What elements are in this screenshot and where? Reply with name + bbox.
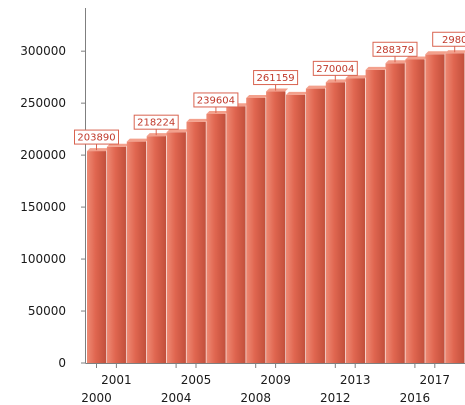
bar-top-face [87, 148, 109, 152]
data-label: 218224 [137, 118, 175, 129]
bar-body [246, 97, 266, 364]
bar-2003 [146, 133, 169, 363]
data-labels-layer: 203890 218224 239604 261159 270004 288379 2980 [74, 31, 465, 151]
bar-body [226, 106, 246, 363]
bar-2008 [246, 94, 269, 364]
bar-top-face [385, 60, 408, 64]
bar-2000 [87, 148, 109, 363]
x-tick-label-upper: 2017 [420, 373, 451, 387]
bar-2016 [405, 56, 428, 363]
bar-top-face [286, 91, 308, 95]
data-label: 2980 [442, 35, 465, 46]
data-label-box [74, 129, 119, 145]
bar-2002 [126, 138, 149, 363]
bar-top-face [365, 66, 388, 70]
x-tick-label-lower: 2004 [161, 391, 192, 405]
x-tick-label-lower: 2012 [320, 391, 351, 405]
bar-top-face [246, 94, 269, 98]
bar-2009 [266, 88, 289, 363]
bar-2001 [106, 143, 129, 363]
bar-body [405, 59, 425, 363]
y-tick-label: 50000 [28, 304, 66, 318]
axis-layer: 0 50000 100000 150000 200000 250000 300000 2001… [20, 8, 465, 405]
bar-top-face [166, 129, 189, 133]
data-label: 288379 [376, 45, 414, 56]
bar-body [146, 136, 166, 363]
bar-2010 [286, 91, 308, 363]
bar-body [286, 94, 305, 363]
data-label-2009: 261159 [253, 70, 299, 91]
data-label: 270004 [316, 64, 354, 75]
data-label: 239604 [197, 95, 235, 106]
bar-top-face [206, 110, 229, 114]
bar-body [166, 132, 186, 363]
bar-2005 [186, 118, 209, 364]
data-label-2000: 203890 [74, 129, 119, 151]
bar-body [425, 54, 445, 364]
bar-body [266, 91, 286, 363]
bar-top-face [186, 118, 209, 122]
bar-top-face [425, 51, 448, 55]
bar-2012 [325, 79, 348, 363]
bar-body [87, 151, 106, 363]
bar-top-face [266, 88, 289, 92]
data-label-2018: 2980 [432, 31, 465, 53]
bar-body [325, 82, 345, 363]
data-label-box [372, 41, 418, 57]
bar-2004 [166, 129, 189, 363]
data-label: 261159 [257, 73, 295, 84]
bar-top-face [305, 85, 328, 89]
x-tick-label-upper: 2009 [260, 373, 291, 387]
data-label-2003: 218224 [133, 114, 179, 136]
y-tick-label: 250000 [20, 96, 66, 110]
x-tick-label-upper: 2013 [340, 373, 371, 387]
x-tick-label-upper: 2001 [101, 373, 132, 387]
x-tick-label-upper: 2005 [181, 373, 212, 387]
y-tick-label: 150000 [20, 200, 66, 214]
bar-body [305, 88, 325, 363]
bar-top-face [126, 138, 149, 142]
bar-body [206, 113, 226, 363]
bar-body [365, 69, 385, 364]
bar-2014 [365, 66, 388, 364]
data-label-2015: 288379 [372, 41, 418, 63]
bar-body [186, 121, 206, 364]
bar-body [445, 53, 465, 363]
bar-top-face [325, 79, 348, 83]
bar-2013 [345, 75, 368, 364]
bar-top-face [345, 75, 368, 79]
bar-top-face [405, 56, 428, 60]
data-label-box [432, 31, 465, 47]
bar-top-face [146, 133, 169, 137]
bar-2006 [206, 110, 229, 363]
x-tick-label-lower: 2008 [240, 391, 271, 405]
data-label-box [253, 70, 299, 86]
x-tick-label-lower: 2000 [81, 391, 112, 405]
bar-2007 [226, 103, 249, 363]
y-tick-label: 0 [58, 356, 66, 370]
bar-2018 [445, 50, 465, 363]
y-tick-label: 300000 [20, 44, 66, 58]
data-label-box [133, 114, 179, 130]
bar-body [106, 146, 126, 363]
data-label-2012: 270004 [312, 60, 358, 82]
bar-body [126, 141, 146, 363]
data-label-2006: 239604 [193, 92, 239, 113]
data-label-box [193, 92, 239, 108]
x-tick-label-lower: 2016 [400, 391, 431, 405]
data-label-box [312, 60, 358, 76]
data-label: 203890 [77, 133, 115, 144]
y-tick-label: 100000 [20, 252, 66, 266]
bar-body [345, 78, 365, 364]
bar-2011 [305, 85, 328, 363]
bar-2017 [425, 51, 448, 364]
y-tick-label: 200000 [20, 148, 66, 162]
bars-layer [87, 50, 465, 364]
bar-2015 [385, 60, 408, 363]
bar-body [385, 63, 405, 363]
